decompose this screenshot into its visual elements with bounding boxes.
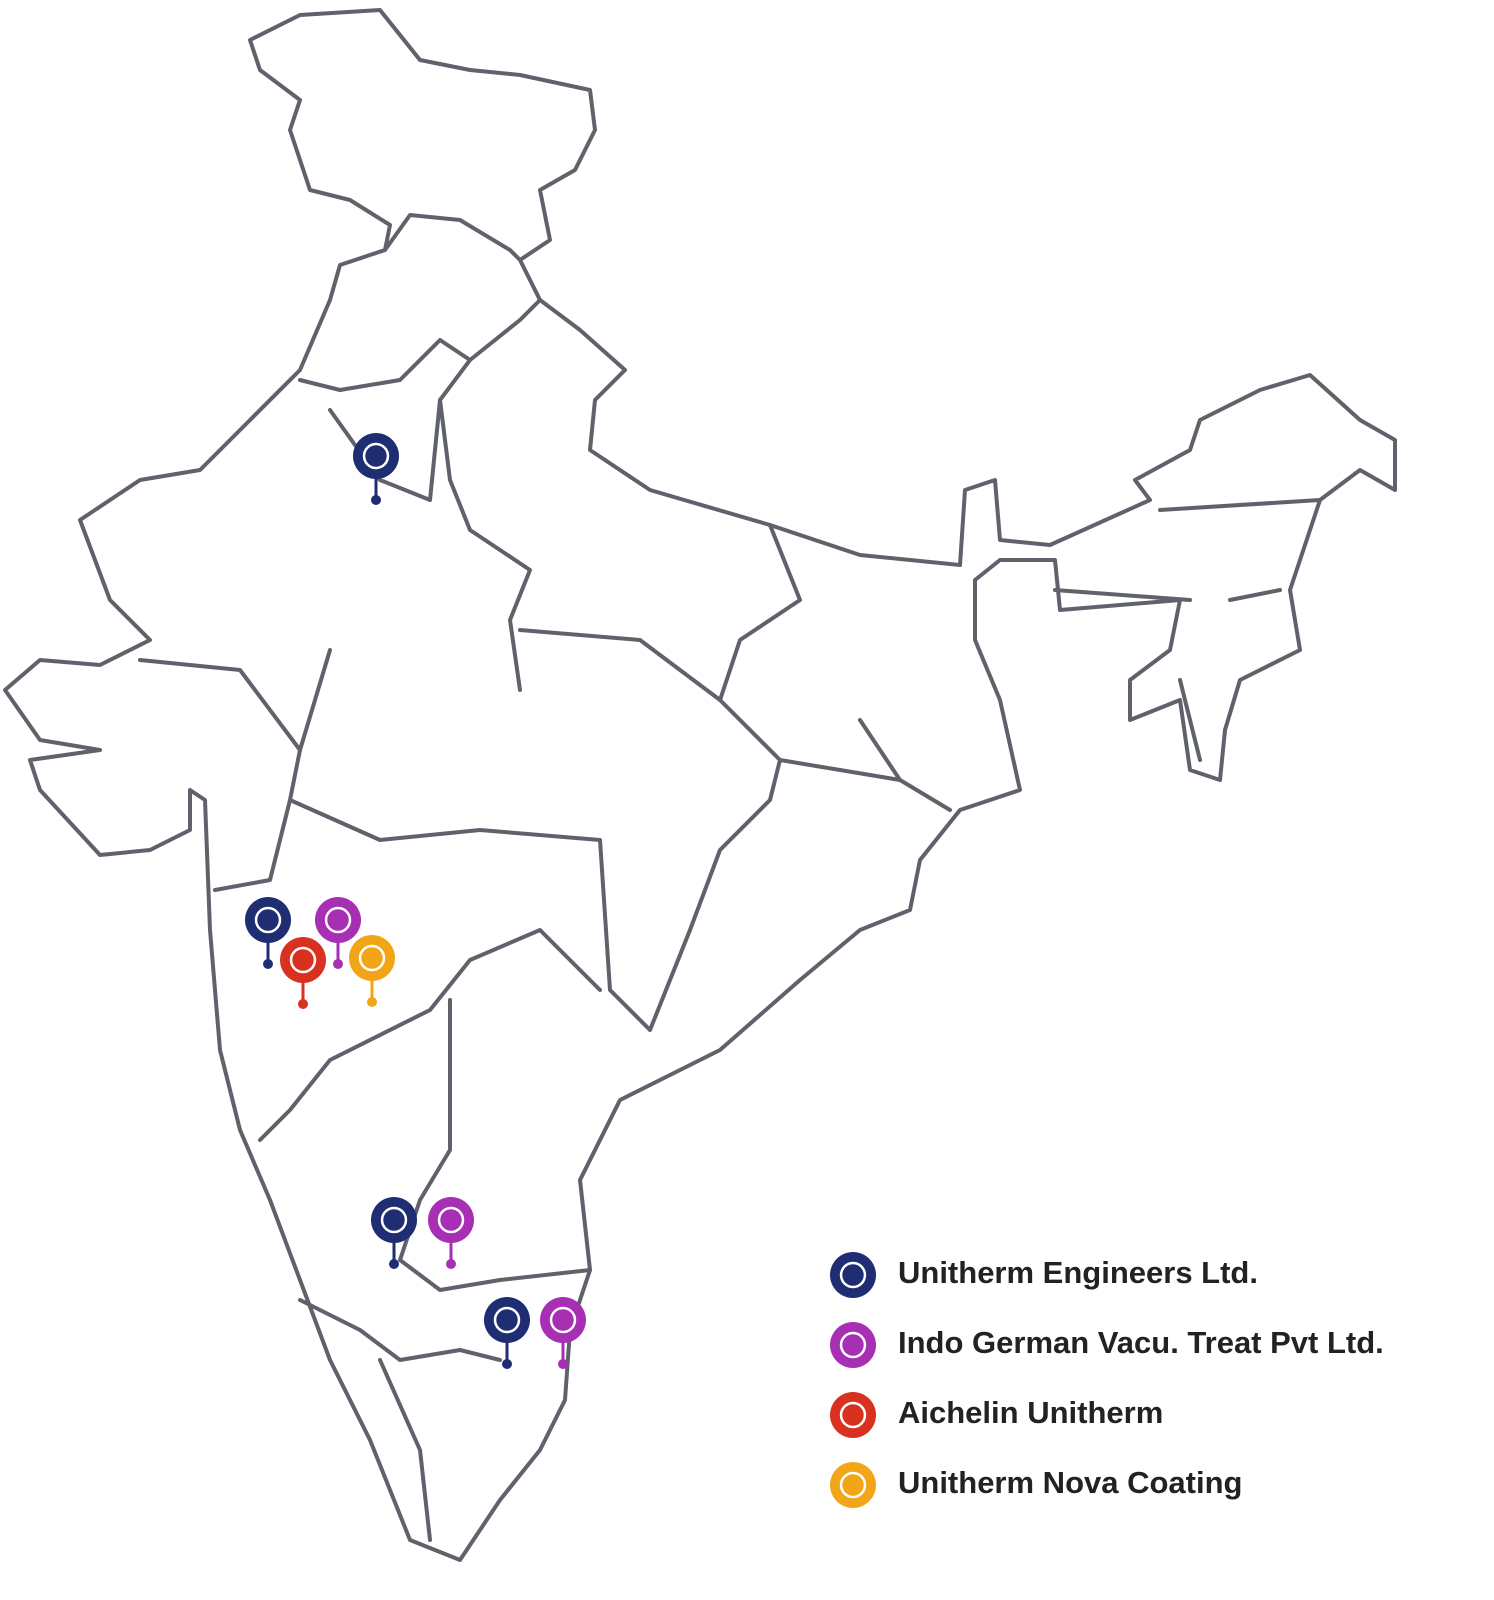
pin-head	[830, 1252, 876, 1298]
pin-head	[428, 1197, 474, 1243]
pin-head	[830, 1322, 876, 1368]
pin-head	[371, 1197, 417, 1243]
pin-head	[830, 1462, 876, 1508]
legend-label: Unitherm Engineers Ltd.	[898, 1255, 1258, 1290]
pin-dot	[333, 959, 343, 969]
pin-dot	[263, 959, 273, 969]
pin	[245, 897, 291, 969]
pin-ring	[380, 1206, 408, 1234]
legend-label: Aichelin Unitherm	[898, 1395, 1163, 1430]
pin-ring	[254, 906, 282, 934]
pin-ring	[358, 944, 386, 972]
pin	[428, 1197, 474, 1269]
pin-head	[315, 897, 361, 943]
legend-label: Indo German Vacu. Treat Pvt Ltd.	[898, 1325, 1384, 1360]
legend: Unitherm Engineers Ltd. Indo German Vacu.…	[830, 1252, 1384, 1508]
pin	[315, 897, 361, 969]
pin-ring	[362, 442, 390, 470]
pin-ring	[437, 1206, 465, 1234]
state-borders	[138, 213, 1322, 1542]
pin-head	[830, 1392, 876, 1438]
pin-ring	[839, 1401, 867, 1429]
pin-dot	[558, 1359, 568, 1369]
country-outline	[3, 8, 1397, 1562]
india-map	[3, 8, 1397, 1562]
pin-ring	[324, 906, 352, 934]
pin-ring	[839, 1261, 867, 1289]
pin-ring	[289, 946, 317, 974]
pin-dot	[367, 997, 377, 1007]
pin-head	[245, 897, 291, 943]
pin-dot	[389, 1259, 399, 1269]
pin	[280, 937, 326, 1009]
pin-dot	[502, 1359, 512, 1369]
pin	[484, 1297, 530, 1369]
pin-ring	[493, 1306, 521, 1334]
pin	[540, 1297, 586, 1369]
pin-head	[484, 1297, 530, 1343]
pin-dot	[298, 999, 308, 1009]
legend-label: Unitherm Nova Coating	[898, 1465, 1242, 1500]
pin-head	[349, 935, 395, 981]
pin	[349, 935, 395, 1007]
pins	[245, 433, 586, 1369]
pin	[353, 433, 399, 505]
pin-dot	[371, 495, 381, 505]
pin-ring	[549, 1306, 577, 1334]
pin	[371, 1197, 417, 1269]
pin-ring	[839, 1471, 867, 1499]
pin-ring	[839, 1331, 867, 1359]
pin-head	[280, 937, 326, 983]
pin-head	[353, 433, 399, 479]
pin-dot	[446, 1259, 456, 1269]
pin-head	[540, 1297, 586, 1343]
